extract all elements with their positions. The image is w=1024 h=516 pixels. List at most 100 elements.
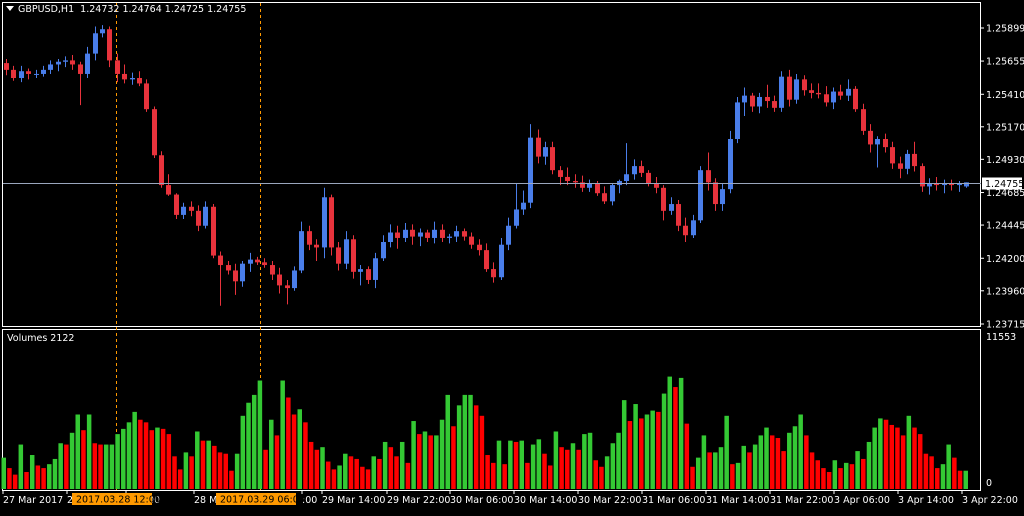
candle-body [610,185,615,202]
crosshair-time-label: 2017.03.29 06:00 [220,495,305,506]
candle-body [861,109,866,131]
candle-body [528,137,533,203]
volume-bar [343,453,348,489]
volume-bar [473,405,479,489]
volume-bar [855,451,860,489]
volume-bar [257,380,263,489]
candle-body [115,60,120,74]
volume-bar [525,462,530,489]
volume-bar [485,455,490,489]
candle-body [329,197,334,248]
volume-bar [883,419,889,489]
volume-bar [809,452,815,489]
volume-bar [12,474,18,489]
candle-body [802,79,807,91]
volume-bar [92,443,98,489]
volume-bar [764,427,769,489]
candle-body [196,210,201,226]
triangle-down-icon[interactable] [6,6,14,11]
candle-body [846,88,851,96]
volume-bar [946,444,951,489]
volume-min-label: 0 [986,478,993,489]
candle-body [152,109,157,156]
crosshair-lines: 2017.03.28 12:00 2017.03.29 06:00 [72,3,305,506]
symbol-label[interactable]: GBPUSD,H1 [18,4,75,15]
volume-bar [405,462,411,489]
volume-bar [371,456,376,489]
volume-bar [633,404,638,489]
price-tick-label: 1.25170 [986,122,1024,133]
volume-bar [229,470,234,489]
volume-bar [166,434,172,489]
volume-bar [58,443,63,489]
volume-bar [126,422,132,489]
volume-panel-frame [2,329,981,491]
volume-bar [690,466,695,489]
candle-body [735,102,740,139]
volume-bar [912,427,917,489]
candle-body [277,274,282,286]
candle-body [11,69,16,79]
candle-body [226,265,231,271]
candle-body [78,64,83,74]
candle-body [706,170,711,183]
candle-body [270,265,275,275]
volume-bar [382,441,388,489]
volume-bar [963,470,968,489]
volume-bar [81,430,86,489]
candle-body [34,73,39,75]
volume-bar [377,458,382,489]
candle-body [218,255,223,266]
candle-body [543,147,548,157]
volume-bar [434,435,439,489]
volume-bar [639,418,644,489]
volume-bar [422,431,428,489]
volume-bar [155,427,160,489]
candle-body [4,63,9,70]
crosshair-time-marker[interactable] [72,493,152,505]
volume-bar [849,464,855,489]
volume-bar [861,458,866,489]
volume-bar [906,415,912,489]
volume-bar [758,435,764,489]
volume-bar [240,415,246,489]
candle-body [816,92,821,95]
volume-bar [109,444,115,489]
candle-body [912,153,917,167]
candle-body [499,244,504,278]
volume-bar [496,440,502,489]
volume-bar [792,426,798,489]
price-tick-label: 1.24685 [986,188,1024,199]
candle-body [285,285,290,289]
volume-bar [177,469,183,489]
volume-bar [314,449,320,489]
candle-body [122,73,127,80]
volume-bar [661,393,667,489]
candle-body [853,88,858,110]
candle-body [41,69,46,74]
candle-body [166,185,171,195]
volume-bar [47,464,52,489]
volume-indicator-label[interactable]: Volumes 2122 [7,333,75,344]
crosshair-time-label: 2017.03.28 12:00 [76,495,161,506]
volume-bar [246,402,251,489]
price-tick-label: 1.23960 [986,286,1024,297]
volume-bar [621,400,627,489]
time-tick-label: 29 Mar 14:00 [322,495,385,506]
time-tick-label: 3 Apr 14:00 [898,495,954,506]
volume-bar [411,421,416,489]
volume-bar [513,441,519,489]
volume-bar [348,456,354,489]
volume-bar [832,460,838,489]
candle-body [565,176,570,182]
current-price-label: 1.24755 [985,179,1024,190]
price-tick-label: 1.24445 [986,221,1024,232]
candle-body [425,232,430,238]
price-panel-frame [2,2,981,327]
candle-body [713,182,718,205]
time-tick-label: 31 Mar 06:00 [642,495,705,506]
candle-body [107,29,112,61]
crosshair-time-marker[interactable] [216,493,296,505]
